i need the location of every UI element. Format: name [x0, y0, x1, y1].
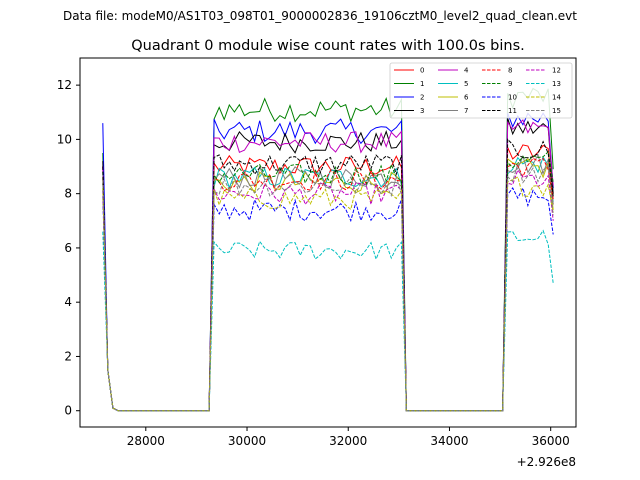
x-tick-label: 28000 [127, 434, 165, 448]
y-tick-label: 2 [64, 349, 72, 363]
series-line-1 [102, 87, 554, 412]
series-line-15 [102, 161, 554, 412]
legend-label-7: 7 [464, 107, 468, 115]
series-line-5 [102, 155, 554, 412]
legend-label-1: 1 [420, 80, 424, 88]
legend-label-6: 6 [464, 94, 469, 102]
x-axis-offset-label: +2.926e8 [517, 455, 576, 469]
legend-label-15: 15 [552, 107, 561, 115]
legend-label-11: 11 [508, 107, 517, 115]
y-tick-label: 8 [64, 187, 72, 201]
legend-frame [389, 62, 573, 119]
legend-label-2: 2 [420, 94, 424, 102]
series-line-7 [102, 153, 554, 412]
axes-frame [79, 57, 577, 428]
x-tick-label: 36000 [532, 434, 570, 448]
x-tick-label: 34000 [430, 434, 468, 448]
x-tick-label: 30000 [228, 434, 266, 448]
legend-label-13: 13 [552, 80, 561, 88]
series-line-0 [102, 144, 554, 412]
legend-label-12: 12 [552, 67, 561, 75]
y-tick-label: 0 [64, 404, 72, 418]
y-tick-label: 12 [57, 78, 72, 92]
x-tick-label: 32000 [329, 434, 367, 448]
x-axis: 28000 30000 32000 34000 36000 [127, 427, 570, 448]
series-line-12 [102, 168, 554, 412]
series-line-10 [102, 186, 554, 412]
y-tick-label: 10 [57, 132, 72, 146]
chart-title: Quadrant 0 module wise count rates with … [131, 38, 525, 54]
legend-label-0: 0 [420, 67, 424, 75]
series-line-2 [102, 112, 554, 412]
legend-label-8: 8 [508, 67, 512, 75]
legend-label-4: 4 [464, 67, 469, 75]
series-line-4 [102, 119, 554, 412]
legend-label-5: 5 [464, 80, 468, 88]
y-tick-label: 4 [64, 295, 72, 309]
figure-suptitle: Data file: modeM0/AS1T03_098T01_90000028… [63, 9, 577, 23]
legend-label-9: 9 [508, 80, 512, 88]
series-line-3 [102, 118, 554, 412]
series-line-14 [102, 176, 554, 412]
series-line-9 [102, 150, 554, 412]
y-axis: 0 2 4 6 8 10 12 [57, 78, 80, 418]
legend-label-3: 3 [420, 107, 424, 115]
series-line-6 [102, 157, 554, 412]
plot-area [102, 87, 554, 412]
y-tick-label: 6 [64, 241, 72, 255]
legend-label-10: 10 [508, 94, 517, 102]
legend-label-14: 14 [552, 94, 561, 102]
series-line-13 [102, 229, 554, 412]
series-line-11 [102, 138, 554, 412]
